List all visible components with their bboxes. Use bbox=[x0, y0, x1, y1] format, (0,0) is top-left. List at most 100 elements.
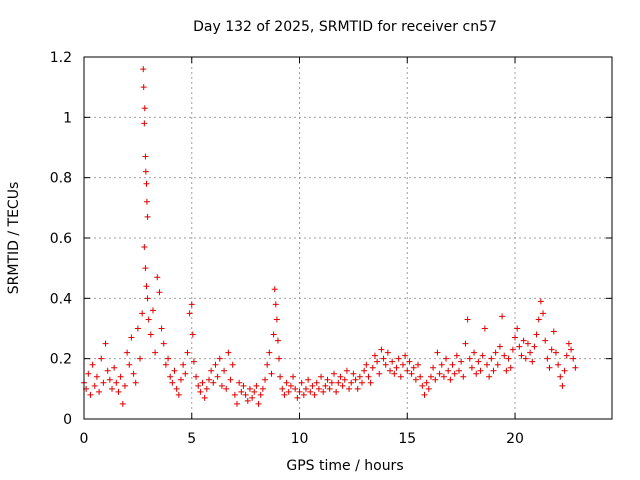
data-point bbox=[374, 358, 381, 365]
data-point bbox=[540, 310, 547, 317]
y-tick-label: 0 bbox=[63, 412, 72, 428]
data-point bbox=[425, 385, 432, 392]
data-point bbox=[158, 325, 165, 332]
data-point bbox=[371, 352, 378, 359]
data-point bbox=[395, 355, 402, 362]
data-point bbox=[143, 198, 150, 205]
data-point bbox=[309, 382, 316, 389]
data-point bbox=[524, 340, 531, 347]
data-point bbox=[93, 373, 100, 380]
data-point bbox=[410, 364, 417, 371]
y-axis-label: SRMTID / TECUs bbox=[6, 182, 22, 295]
data-point bbox=[85, 370, 92, 377]
data-point bbox=[490, 367, 497, 374]
data-point bbox=[257, 391, 264, 398]
data-point bbox=[315, 385, 322, 392]
data-point bbox=[537, 298, 544, 305]
data-point bbox=[419, 382, 426, 389]
data-point bbox=[533, 331, 540, 338]
data-point bbox=[302, 385, 309, 392]
data-point bbox=[335, 379, 342, 386]
data-point bbox=[154, 274, 161, 281]
data-point bbox=[542, 337, 549, 344]
data-point bbox=[96, 388, 103, 395]
data-point bbox=[140, 84, 147, 91]
x-tick-label: 15 bbox=[398, 431, 416, 447]
data-point bbox=[346, 385, 353, 392]
data-point bbox=[242, 391, 249, 398]
data-point bbox=[438, 361, 445, 368]
data-point bbox=[193, 373, 200, 380]
data-point bbox=[283, 379, 290, 386]
data-point bbox=[274, 337, 281, 344]
data-point bbox=[234, 400, 241, 407]
x-tick-label: 10 bbox=[291, 431, 309, 447]
x-tick-labels: 0 5 10 15 20 bbox=[80, 431, 524, 447]
data-point bbox=[143, 283, 150, 290]
data-point bbox=[140, 66, 147, 73]
data-point bbox=[354, 385, 361, 392]
data-point bbox=[484, 361, 491, 368]
data-point bbox=[102, 340, 109, 347]
data-point bbox=[516, 343, 523, 350]
y-tick-label: 1.2 bbox=[50, 50, 72, 66]
data-point bbox=[98, 355, 105, 362]
data-point bbox=[378, 346, 385, 353]
data-point bbox=[423, 379, 430, 386]
data-point bbox=[143, 180, 150, 187]
data-point bbox=[162, 361, 169, 368]
data-point bbox=[294, 394, 301, 401]
data-point bbox=[466, 355, 473, 362]
data-point bbox=[527, 349, 534, 356]
data-point bbox=[121, 382, 128, 389]
data-point bbox=[290, 373, 297, 380]
data-point bbox=[397, 373, 404, 380]
data-point bbox=[171, 367, 178, 374]
data-point bbox=[369, 364, 376, 371]
data-point bbox=[496, 343, 503, 350]
data-point bbox=[296, 388, 303, 395]
data-point bbox=[367, 379, 374, 386]
data-point bbox=[266, 349, 273, 356]
data-point bbox=[189, 331, 196, 338]
data-point bbox=[109, 385, 116, 392]
data-point bbox=[147, 331, 154, 338]
data-point bbox=[565, 340, 572, 347]
data-point bbox=[520, 337, 527, 344]
data-point bbox=[365, 373, 372, 380]
data-point bbox=[149, 307, 156, 314]
data-point bbox=[180, 361, 187, 368]
data-point bbox=[253, 382, 260, 389]
data-point bbox=[421, 391, 428, 398]
data-point bbox=[326, 385, 333, 392]
data-point bbox=[177, 376, 184, 383]
data-point bbox=[249, 394, 256, 401]
data-point bbox=[434, 349, 441, 356]
data-point bbox=[212, 361, 219, 368]
data-point bbox=[113, 379, 120, 386]
data-point bbox=[270, 331, 277, 338]
data-point bbox=[298, 379, 305, 386]
data-point bbox=[231, 391, 238, 398]
y-tick-label: 0.2 bbox=[50, 352, 72, 368]
data-point bbox=[550, 328, 557, 335]
data-point bbox=[229, 361, 236, 368]
data-point bbox=[214, 373, 221, 380]
data-point bbox=[563, 352, 570, 359]
x-tick-label: 20 bbox=[506, 431, 524, 447]
data-point bbox=[337, 373, 344, 380]
y-tick-label: 0.6 bbox=[50, 231, 72, 247]
data-point bbox=[227, 376, 234, 383]
data-point bbox=[262, 376, 269, 383]
data-point bbox=[343, 367, 350, 374]
data-point bbox=[240, 382, 247, 389]
data-point bbox=[208, 367, 215, 374]
data-point bbox=[259, 385, 266, 392]
data-point bbox=[137, 355, 144, 362]
data-point bbox=[568, 346, 575, 353]
data-point bbox=[281, 391, 288, 398]
data-point bbox=[359, 379, 366, 386]
data-point bbox=[87, 391, 94, 398]
data-point bbox=[225, 349, 232, 356]
data-point bbox=[447, 376, 454, 383]
